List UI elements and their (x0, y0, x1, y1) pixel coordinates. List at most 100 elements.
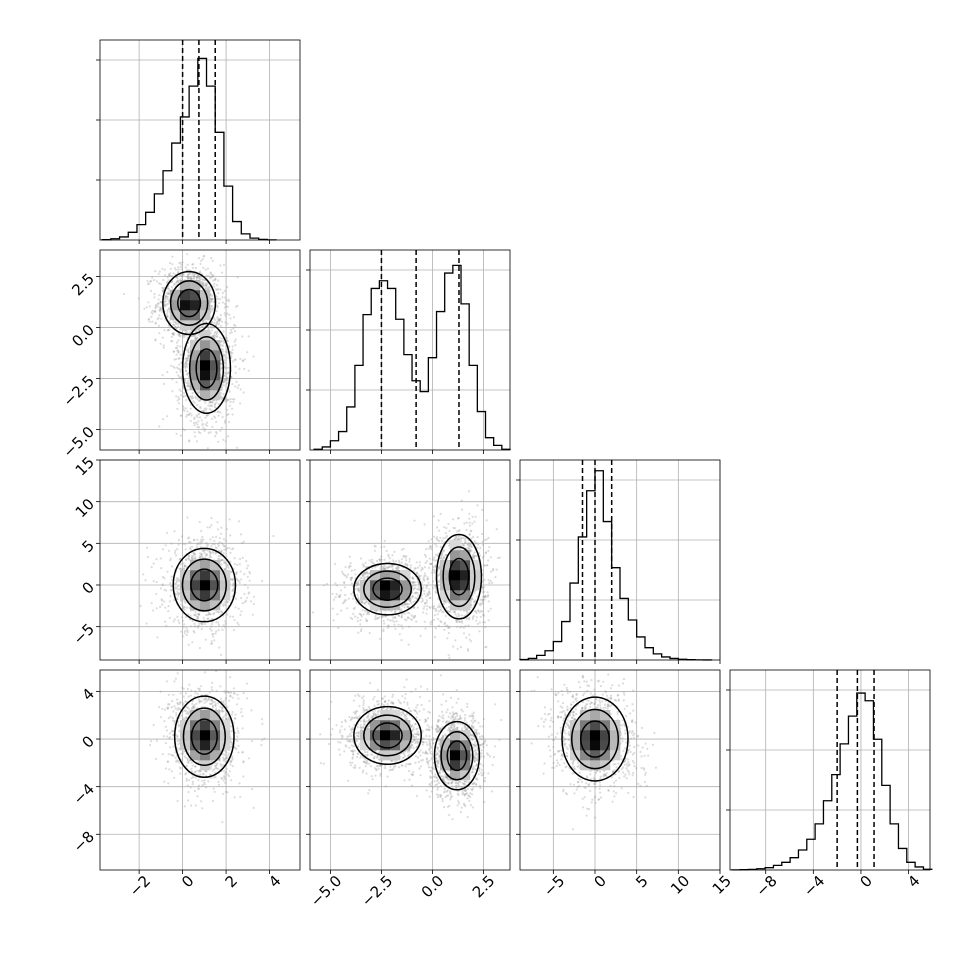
scatter-point (208, 554, 211, 557)
scatter-point (161, 336, 164, 339)
scatter-point (467, 547, 470, 550)
scatter-point (228, 345, 231, 348)
scatter-point (215, 401, 218, 404)
scatter-point (415, 561, 418, 564)
scatter-point (189, 548, 192, 551)
scatter-point (185, 365, 188, 368)
scatter-point (210, 404, 213, 407)
density-cell (200, 570, 211, 581)
scatter-point (208, 550, 211, 553)
scatter-point (198, 621, 201, 625)
scatter-point (396, 567, 399, 571)
scatter-point (407, 616, 410, 620)
scatter-point (421, 566, 424, 570)
contour-mode-0-level-2 (190, 568, 219, 602)
panel-0-1-border (99, 249, 301, 451)
scatter-point (416, 572, 419, 575)
scatter-point (156, 318, 159, 321)
scatter-point (182, 427, 185, 430)
scatter-point (219, 429, 222, 432)
scatter-point (181, 273, 184, 276)
density-cell (180, 300, 191, 311)
scatter-point (467, 490, 470, 493)
scatter-point (179, 414, 182, 417)
scatter-point (353, 606, 356, 610)
scatter-point (187, 413, 190, 416)
scatter-point (390, 566, 393, 569)
scatter-point (481, 598, 485, 601)
scatter-point (226, 563, 229, 566)
density-cell (210, 350, 221, 361)
scatter-point (353, 568, 356, 572)
scatter-point (173, 599, 176, 602)
scatter-point (224, 296, 227, 299)
scatter-point (337, 626, 340, 630)
scatter-point (416, 588, 419, 591)
scatter-point (200, 553, 203, 556)
scatter-point (380, 615, 383, 618)
scatter-point (176, 349, 180, 352)
scatter-point (351, 597, 355, 600)
scatter-point (193, 538, 196, 541)
scatter-point (433, 556, 436, 559)
scatter-point (198, 416, 202, 419)
scatter-point (224, 321, 227, 324)
scatter-point (486, 595, 489, 598)
scatter-point (147, 318, 150, 321)
scatter-point (225, 372, 228, 375)
scatter-point (190, 557, 194, 560)
density-cell (170, 290, 181, 301)
scatter-point (185, 357, 189, 360)
scatter-point (404, 563, 407, 566)
scatter-point (216, 332, 219, 335)
scatter-point (176, 588, 179, 591)
scatter-point (235, 380, 238, 383)
scatter-point (481, 598, 484, 601)
scatter-point (234, 371, 237, 374)
scatter-point (226, 399, 229, 402)
scatter-point (186, 631, 189, 634)
scatter-point (362, 574, 365, 577)
scatter-point (202, 278, 205, 281)
scatter-point (428, 590, 431, 593)
scatter-point (434, 585, 437, 588)
scatter-point (485, 538, 488, 541)
scatter-point (154, 321, 157, 324)
scatter-point (198, 391, 201, 394)
scatter-point (191, 395, 194, 398)
scatter-point (429, 596, 432, 599)
scatter-point (199, 405, 202, 408)
scatter-point (388, 565, 391, 568)
scatter-point (481, 540, 484, 543)
scatter-point (184, 407, 187, 410)
scatter-point (170, 542, 173, 545)
scatter-point (206, 414, 209, 417)
scatter-point (193, 272, 196, 275)
scatter-point (384, 565, 387, 568)
density-cell (190, 320, 201, 331)
scatter-point (187, 384, 190, 387)
scatter-point (403, 606, 406, 609)
scatter-point (154, 307, 157, 310)
scatter-point (186, 349, 189, 352)
scatter-point (412, 581, 415, 584)
scatter-point (366, 572, 369, 575)
scatter-point (221, 396, 224, 399)
scatter-point (433, 636, 437, 639)
scatter-point (426, 584, 429, 587)
scatter-point (209, 325, 212, 328)
scatter-point (420, 600, 423, 603)
scatter-point (224, 620, 227, 623)
scatter-point (197, 257, 201, 260)
scatter-point (393, 623, 396, 626)
scatter-point (213, 415, 216, 418)
scatter-point (224, 440, 227, 443)
scatter-point (362, 572, 365, 575)
scatter-point (189, 614, 192, 618)
scatter-point (362, 565, 365, 568)
scatter-point (452, 645, 455, 648)
scatter-point (154, 270, 157, 273)
scatter-point (355, 582, 358, 586)
scatter-point (234, 324, 237, 327)
scatter-point (400, 614, 403, 617)
